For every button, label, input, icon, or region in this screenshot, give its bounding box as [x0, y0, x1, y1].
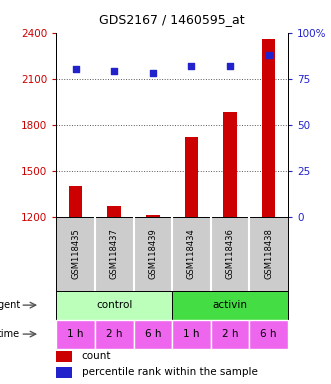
- Bar: [69, 186, 82, 217]
- Text: GSM118438: GSM118438: [264, 228, 273, 279]
- Bar: [172, 291, 288, 319]
- Bar: [223, 113, 237, 217]
- Text: activin: activin: [213, 300, 248, 310]
- Text: 1 h: 1 h: [67, 329, 84, 339]
- Point: [150, 70, 156, 76]
- Bar: [146, 215, 160, 217]
- Text: GSM118436: GSM118436: [225, 228, 235, 279]
- Text: 1 h: 1 h: [183, 329, 200, 339]
- Text: count: count: [82, 351, 111, 361]
- Text: GSM118434: GSM118434: [187, 228, 196, 279]
- Text: control: control: [96, 300, 132, 310]
- Bar: [262, 39, 275, 217]
- Bar: [56, 367, 72, 377]
- Bar: [249, 319, 288, 349]
- Bar: [172, 319, 211, 349]
- Bar: [133, 319, 172, 349]
- Text: GSM118435: GSM118435: [71, 228, 80, 279]
- Bar: [56, 319, 95, 349]
- Text: 6 h: 6 h: [260, 329, 277, 339]
- Bar: [95, 319, 133, 349]
- Point: [227, 63, 233, 69]
- Bar: [56, 351, 72, 362]
- Bar: [185, 137, 198, 217]
- Text: 6 h: 6 h: [145, 329, 161, 339]
- Text: GSM118437: GSM118437: [110, 228, 119, 279]
- Text: percentile rank within the sample: percentile rank within the sample: [82, 367, 258, 377]
- Text: 2 h: 2 h: [222, 329, 238, 339]
- Text: time: time: [0, 329, 21, 339]
- Point: [189, 63, 194, 69]
- Bar: [56, 291, 172, 319]
- Bar: [211, 319, 249, 349]
- Point: [73, 66, 78, 73]
- Text: 2 h: 2 h: [106, 329, 122, 339]
- Text: GSM118439: GSM118439: [148, 228, 157, 279]
- Text: agent: agent: [0, 300, 21, 310]
- Point: [112, 68, 117, 74]
- Text: GDS2167 / 1460595_at: GDS2167 / 1460595_at: [99, 13, 245, 26]
- Point: [266, 52, 271, 58]
- Bar: [108, 206, 121, 217]
